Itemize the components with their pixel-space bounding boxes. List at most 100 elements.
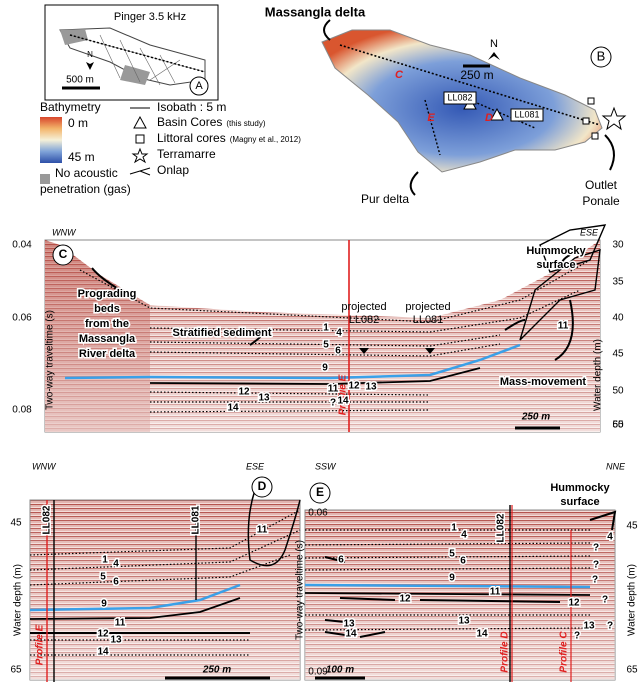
label: D [258,479,267,493]
horizon-label: 11 [257,525,268,536]
label: Pur delta [361,192,409,206]
label: E [427,112,435,124]
label: SSW [315,461,337,471]
label: WNW [52,227,77,237]
horizon-label: 12 [348,381,360,392]
label: 35 [612,277,624,288]
label: 60 [612,420,624,431]
horizon-label: ? [602,595,608,606]
label: 45 [612,349,624,360]
terramarre [601,106,627,131]
horizon-label: 14 [337,396,349,407]
label: Profile E [338,374,349,415]
label: Basin Cores [157,115,222,129]
horizon-segments [324,510,617,638]
horizons [79,259,591,413]
horizon-label: 12 [97,629,109,640]
horizon-9 [64,343,521,380]
label: Hummocky [550,482,610,494]
littoral-core [582,97,599,140]
label: ESE [580,227,599,237]
horizon-9 [304,583,591,589]
horizon-label: 13 [343,619,355,630]
label: Massangla delta [265,4,366,19]
label: N [87,50,93,59]
label: 0 m [68,116,88,130]
horizon-9 [29,583,241,612]
label: 65 [626,665,638,676]
panel-label-circle [590,46,612,68]
label: 250 m [460,68,493,82]
label: A [195,80,203,92]
arrows [91,254,574,361]
horizon-label: 13 [258,393,270,404]
label: Outlet [585,178,618,192]
pointer [409,171,419,196]
horizon-label: 11 [490,587,501,598]
horizon-label: 5 [323,340,329,351]
label: Littoral cores [157,131,226,145]
label: Profile E [35,624,46,665]
label: 45 [10,518,22,529]
panel-label-circle [52,244,74,266]
horizon-label: 4 [336,328,342,339]
horizon-label: 12 [238,387,250,398]
horizon-label: ? [593,560,599,571]
label: Two-way traveltime (s) [295,540,306,640]
label: River delta [79,348,136,360]
label: N [490,38,498,50]
horizon-label: 5 [100,572,106,583]
seismic-fade [45,240,600,432]
label: Pinger 3.5 kHz [114,11,186,23]
terramarre-symbol [131,147,149,164]
horizon-label: 6 [113,577,119,588]
horizon-label: 13 [365,382,377,393]
horizon-label: 14 [345,629,357,640]
north-arrow [86,62,94,70]
horizon-label: 9 [449,573,455,584]
label: 100 m [326,665,354,676]
core-box [443,91,477,105]
label: C [395,69,404,81]
gas-swatch [40,174,50,184]
onlap-symbol [129,167,151,176]
panel-label-circle [309,482,331,504]
label: projected [405,301,450,313]
label: Massangla [79,333,136,345]
label: Bathymetry [40,100,101,114]
label: from the [85,318,129,330]
label: penetration (gas) [40,182,131,196]
label: 0.09 [308,667,328,678]
label: NNE [606,461,626,471]
gas-area [60,29,150,85]
label: 55 [612,420,624,431]
horizon-label: 6 [335,346,341,357]
horizon-label: 11 [115,618,126,629]
label: 40 [612,313,624,324]
label: Water depth (m) [627,564,638,636]
horizon-label: 4 [607,532,613,543]
horizon-label: 9 [322,363,328,374]
horizon-label: 6 [338,555,344,566]
horizon-11 [304,592,591,596]
horizon-label: 5 [449,549,455,560]
horizon-11 [149,367,481,385]
horizon-label: 1 [323,323,329,334]
label: LL082 [447,92,472,102]
label: LL082 [42,505,53,534]
north-arrow [488,52,500,60]
label: Ponale [582,194,620,208]
seismic-fade [30,500,300,680]
label: (Magny et al., 2012) [230,135,301,144]
horizon-11 [29,597,241,620]
label: Profile D [500,631,511,672]
label: Onlap [157,163,189,177]
horizon-label: 14 [227,403,239,414]
label: 30 [612,240,624,251]
label: surface [560,496,599,508]
core-symbol [133,115,147,129]
pointer [604,134,615,171]
label: LL082 [496,513,507,542]
